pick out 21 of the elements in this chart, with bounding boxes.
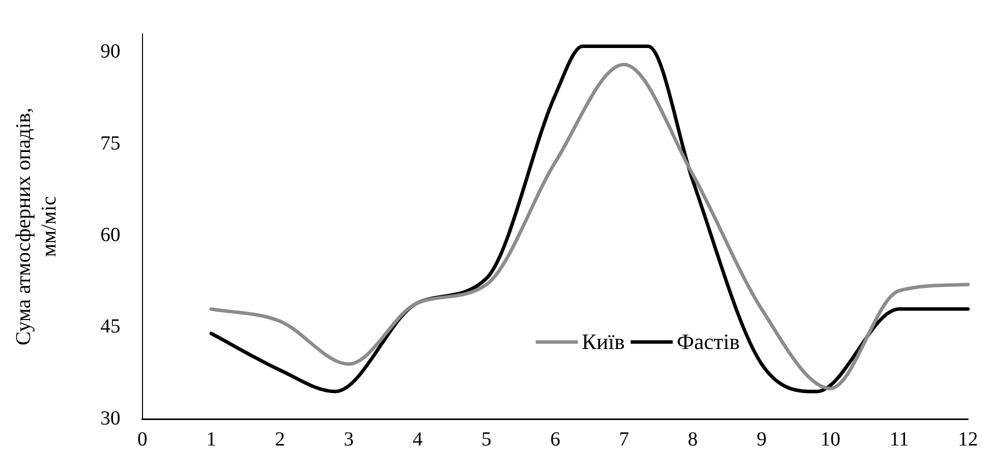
x-tick-label: 6 xyxy=(550,428,560,450)
x-tick-label: 11 xyxy=(890,428,909,450)
x-tick-label: 4 xyxy=(412,428,423,450)
x-tick-label: 12 xyxy=(958,428,978,450)
x-tick-label: 7 xyxy=(619,428,629,450)
x-tick-label: 9 xyxy=(756,428,767,450)
x-tick-label: 1 xyxy=(206,428,216,450)
x-tick-label: 3 xyxy=(344,428,354,450)
x-tick-label: 8 xyxy=(688,428,698,450)
y-tick-label: 30 xyxy=(100,407,120,430)
x-tick-label: 10 xyxy=(820,428,840,450)
x-tick-label: 2 xyxy=(275,428,285,450)
y-tick-label: 45 xyxy=(100,316,120,338)
legend-label: Фастів xyxy=(676,328,740,354)
y-tick-label: 90 xyxy=(100,40,120,63)
x-tick-label: 5 xyxy=(481,428,492,450)
legend-label: Київ xyxy=(582,328,625,354)
y-tick-label: 60 xyxy=(100,224,120,246)
y-tick-label: 75 xyxy=(100,132,120,154)
x-tick-label: 0 xyxy=(137,428,148,450)
y-axis-title: Сума атмосферних опадів, мм/міс xyxy=(11,108,60,346)
